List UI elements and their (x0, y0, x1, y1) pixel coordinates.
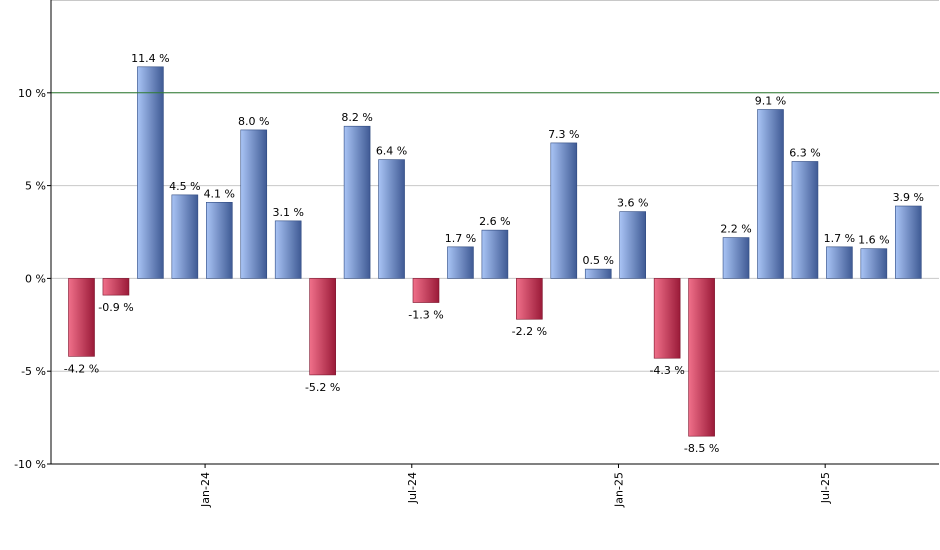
data-label: 1.6 % (858, 234, 889, 247)
y-tick-label: 5 % (25, 180, 46, 193)
bar (688, 278, 715, 437)
bar (240, 129, 268, 279)
bar (274, 220, 302, 279)
data-label: 3.6 % (617, 197, 648, 210)
data-label: 4.1 % (204, 187, 235, 200)
bar (894, 205, 922, 279)
x-axis-tick-labels: Jan-24 Jul-24 Jan-25 Jul-25 (199, 464, 832, 508)
data-label: -2.2 % (512, 325, 547, 338)
bar (447, 246, 474, 279)
data-label: 3.9 % (893, 191, 924, 204)
data-label: -4.3 % (649, 364, 684, 377)
bar (653, 278, 681, 359)
axes (50, 0, 939, 465)
data-label: -8.5 % (684, 442, 719, 455)
data-labels: -4.2 % -0.9 % 11.4 % 4.5 % 4.1 % 8.0 % 3.1 % -5… (64, 52, 924, 455)
bar (860, 248, 888, 279)
bar (722, 237, 750, 279)
bar (102, 278, 130, 296)
data-label: 8.0 % (238, 115, 269, 128)
bar (584, 268, 612, 279)
bar (550, 142, 578, 279)
data-label: 8.2 % (341, 111, 372, 124)
data-label: -0.9 % (98, 301, 133, 314)
data-label: 11.4 % (131, 52, 169, 65)
data-label: 0.5 % (583, 254, 614, 267)
bar (206, 202, 233, 279)
bar (757, 109, 784, 279)
bar (619, 211, 647, 279)
y-tick-label: 10 % (18, 87, 46, 100)
bar (137, 66, 164, 279)
data-label: 6.4 % (376, 145, 407, 158)
y-tick-label: -5 % (21, 365, 46, 378)
x-tick-label: Jan-25 (612, 472, 625, 508)
data-label: 7.3 % (548, 128, 579, 141)
data-label: -5.2 % (305, 381, 340, 394)
x-tick-label: Jan-24 (199, 472, 212, 508)
bar (791, 161, 819, 279)
bar (516, 278, 543, 320)
data-label: 3.1 % (272, 206, 303, 219)
bar (343, 125, 371, 279)
bar (412, 278, 440, 303)
data-label: -4.2 % (64, 362, 99, 375)
data-label: 1.7 % (445, 232, 476, 245)
bar (378, 159, 405, 279)
bars (68, 66, 922, 437)
data-label: 2.2 % (720, 223, 751, 236)
data-label: 2.6 % (479, 215, 510, 228)
data-label: 1.7 % (824, 232, 855, 245)
data-label: 9.1 % (755, 95, 786, 108)
x-tick-label: Jul-25 (819, 472, 832, 504)
bar (309, 278, 336, 376)
bar (171, 194, 199, 279)
bar (826, 246, 853, 279)
data-label: 4.5 % (169, 180, 200, 193)
bar (68, 278, 95, 357)
bar (481, 229, 509, 279)
y-axis-tick-labels: -10 % -5 % 0 % 5 % 10 % (14, 87, 51, 471)
x-tick-label: Jul-24 (406, 472, 419, 504)
data-label: 6.3 % (789, 146, 820, 159)
y-tick-label: -10 % (14, 458, 46, 471)
data-label: -1.3 % (408, 309, 443, 322)
y-tick-label: 0 % (25, 272, 46, 285)
